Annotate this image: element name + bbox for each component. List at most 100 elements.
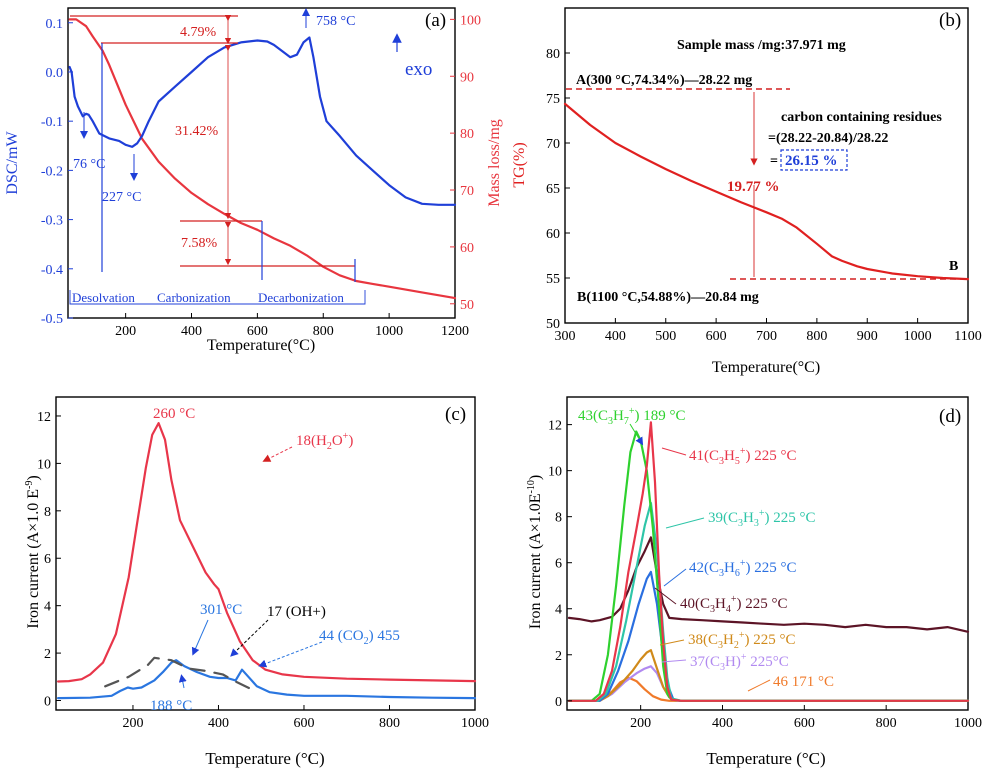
label-42-a: 42(C xyxy=(689,560,719,576)
label-37-d: + xyxy=(741,652,747,663)
ytick-label-a-6: -0.5 xyxy=(41,312,63,327)
leader-43 xyxy=(629,423,644,446)
residue-equals: = xyxy=(770,154,778,169)
label-37-a: 37(C xyxy=(690,654,720,670)
label-37-c: H) xyxy=(725,654,741,670)
peak-co2-301: 301 °C xyxy=(200,602,242,618)
panel-d-leaders xyxy=(629,423,771,692)
arrow-co2 xyxy=(258,641,323,668)
label-40-e: + xyxy=(731,594,737,605)
panel-b-label: (b) xyxy=(939,10,961,31)
xtick-label-a-0: 200 xyxy=(115,324,136,339)
panel-c: 200 400 600 800 1000 0 2 4 6 8 10 12 (c) 260 °C 18(… xyxy=(24,396,489,768)
xtick-label-b-5: 800 xyxy=(806,329,827,344)
panel-c-ticks: 200 400 600 800 1000 0 2 4 6 8 10 12 xyxy=(37,410,489,731)
label-42-c: H xyxy=(724,560,735,576)
label-40: 40(C3H4+) 225 °C xyxy=(680,594,787,615)
leader-38 xyxy=(659,639,685,646)
label-41-b: 3 xyxy=(719,456,724,467)
panel-b-xlabel: Temperature(°C) xyxy=(712,359,820,376)
annot-4p79: 4.79% xyxy=(180,25,217,40)
xtick-label-d-0: 200 xyxy=(630,716,651,731)
label-co2-b: ) 455 xyxy=(369,628,400,644)
ytick-label-b-0: 50 xyxy=(546,317,560,332)
ytick-label-b-6: 80 xyxy=(546,47,560,62)
label-oh: 17 (OH+) xyxy=(267,604,326,620)
label-h2o: 18(H2O+) xyxy=(296,431,353,452)
label-38-d: 2 xyxy=(734,640,739,651)
panel-c-frame xyxy=(55,396,476,711)
xtick-label-b-1: 400 xyxy=(605,329,626,344)
ytick-label-b-3: 65 xyxy=(546,182,560,197)
ytick-label-c-2: 4 xyxy=(44,600,51,615)
label-co2-sub: 2 xyxy=(364,636,369,647)
label-h2o-b: O xyxy=(332,433,343,449)
panel-b-ticks: 300 400 500 600 700 800 900 1000 1100 50 55 60 65 70 7… xyxy=(546,47,982,344)
ytick-label-d-4: 8 xyxy=(555,511,562,526)
peak-h2o: 260 °C xyxy=(153,406,195,422)
label-h2o-sub: 2 xyxy=(327,441,332,452)
ytick-label-c-4: 8 xyxy=(44,505,51,520)
ytick-label-b-2: 60 xyxy=(546,227,560,242)
ytick-label-b-1: 55 xyxy=(546,272,560,287)
leader-42 xyxy=(663,568,687,587)
panel-a-guides xyxy=(70,14,355,267)
xtick-label-d-3: 800 xyxy=(876,716,897,731)
series-line-d-1 xyxy=(567,421,970,702)
xtick-label-c-3: 800 xyxy=(379,716,400,731)
label-40-c: H xyxy=(715,596,726,612)
series-line-a-dsc xyxy=(68,36,457,206)
panel-d-label: (d) xyxy=(939,406,961,427)
xtick-label-b-3: 600 xyxy=(706,329,727,344)
label-39-a: 39(C xyxy=(708,510,738,526)
panel-b-ylabel: TG(%) xyxy=(511,142,528,187)
label-h2o-sup: + xyxy=(343,431,349,442)
panel-a-xlabel: Temperature(°C) xyxy=(207,337,315,354)
stage-desolvation: Desolvation xyxy=(72,290,135,305)
ytick-label-d-5: 10 xyxy=(548,465,562,480)
panel-d-ylabel-a: Iron current (A×1.0E xyxy=(527,494,544,630)
panel-a-ylabel: DSC/mW xyxy=(4,131,21,195)
ytick-label-a-4: -0.3 xyxy=(41,214,63,229)
panel-a-y2label: Mass loss/mg xyxy=(486,119,503,207)
xtick-label-b-4: 700 xyxy=(756,329,777,344)
panel-a-frame xyxy=(67,7,456,319)
xtick-label-a-1: 400 xyxy=(181,324,202,339)
panel-d-ticks: 200 400 600 800 1000 0 2 4 6 8 10 12 xyxy=(548,419,982,731)
panel-d-ylabel-close: ) xyxy=(527,475,544,480)
label-43: 43(C3H7+) 189 °C xyxy=(578,406,685,427)
label-43-b: 3 xyxy=(608,416,613,427)
ytick-label-a2-1: 60 xyxy=(460,241,474,256)
series-line-d-3 xyxy=(567,570,970,702)
label-42-e: + xyxy=(740,558,746,569)
panel-d-xlabel: Temperature (°C) xyxy=(706,749,825,768)
label-40-f: ) 225 °C xyxy=(736,596,787,612)
point-a-label: A(300 °C,74.34%)—28.22 mg xyxy=(576,73,752,88)
point-b-marker: B xyxy=(949,259,958,274)
label-co2-a: 44 (CO xyxy=(319,628,364,644)
annot-758c: 758 °C xyxy=(316,14,355,29)
arrow-188 xyxy=(178,674,187,689)
xtick-label-a-3: 800 xyxy=(313,324,334,339)
panel-c-marks xyxy=(57,422,477,700)
panel-b-marks xyxy=(563,102,970,281)
xtick-label-b-8: 1100 xyxy=(954,329,981,344)
series-line-d-4 xyxy=(567,536,970,633)
annot-31p42: 31.42% xyxy=(175,124,219,139)
label-42-d: 6 xyxy=(735,568,740,579)
stage-decarbonization: Decarbonization xyxy=(258,290,344,305)
leader-40 xyxy=(654,587,677,605)
xtick-label-d-2: 600 xyxy=(794,716,815,731)
sample-mass: Sample mass /mg:37.971 mg xyxy=(677,38,846,53)
panel-c-ylabel-exp: -9 xyxy=(24,481,35,489)
ytick-label-d-0: 0 xyxy=(555,695,562,710)
annot-76c: 76 °C xyxy=(73,157,105,172)
panel-a: 200 400 600 800 1000 1200 0.1 0.0 -0.1 -0.2 -0.3 -0… xyxy=(4,7,503,354)
label-43-f: ) 189 °C xyxy=(634,408,685,424)
panel-a-label: (a) xyxy=(425,10,446,31)
ytick-label-d-6: 12 xyxy=(548,419,562,434)
xtick-label-a-2: 600 xyxy=(247,324,268,339)
label-40-a: 40(C xyxy=(680,596,710,612)
